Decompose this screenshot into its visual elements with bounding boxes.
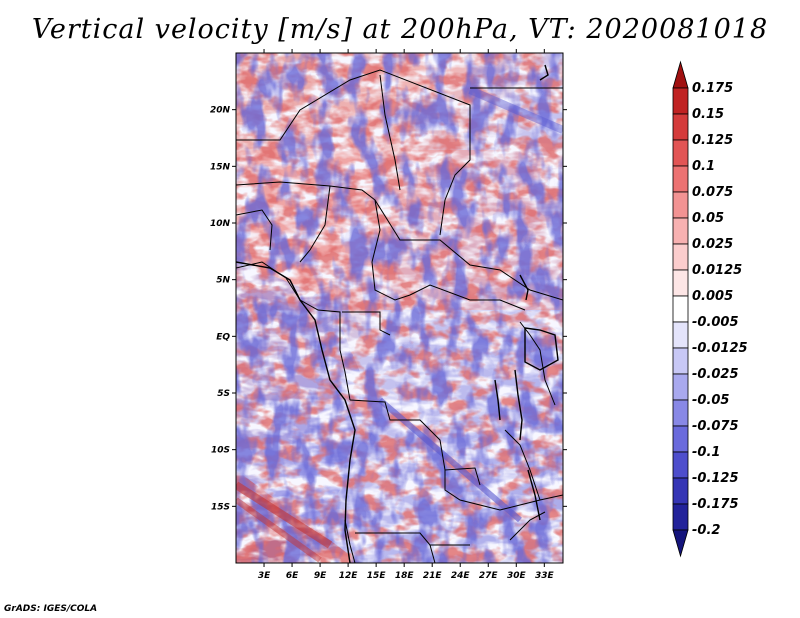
coastlines-lakes: [236, 64, 559, 563]
colorbar: 0.175 0.15 0.125 0.1 0.075 0.05 0.025 0.0125 0.0…: [672, 60, 748, 558]
colorbar-label: -0.1: [692, 445, 720, 460]
lon-label: 21E: [423, 571, 443, 581]
lat-label: 15S: [211, 502, 230, 512]
lon-label: 6E: [286, 571, 299, 581]
colorbar-label: -0.0125: [692, 341, 748, 356]
colorbar-label: -0.2: [692, 523, 720, 538]
lat-label: 5S: [217, 389, 230, 399]
lat-label: 5N: [216, 276, 230, 286]
lon-label: 18E: [395, 571, 415, 581]
map-title: Vertical velocity [m/s] at 200hPa, VT: 2…: [31, 14, 769, 45]
colorbar-swatch: [672, 529, 689, 558]
colorbar-label: -0.075: [692, 419, 739, 434]
lon-label: 15E: [367, 571, 387, 581]
colorbar-label: 0.025: [692, 237, 733, 252]
colorbar-swatch: [672, 477, 689, 505]
colorbar-swatch: [672, 217, 689, 245]
map-frame: 20N 15N 10N 5N EQ 5S 10S 15S 3E 6E 9E 12E 15E 18E 21E…: [210, 49, 567, 581]
colorbar-label: 0.1: [692, 159, 715, 174]
colorbar-label: 0.175: [692, 81, 733, 96]
colorbar-label: 0.125: [692, 133, 733, 148]
colorbar-swatch: [672, 60, 689, 89]
colorbar-label: 0.075: [692, 185, 733, 200]
colorbar-label: 0.15: [692, 107, 724, 122]
colorbar-swatch: [672, 321, 689, 349]
colorbar-label: -0.175: [692, 497, 739, 512]
colorbar-swatch: [672, 191, 689, 219]
lat-label: 10N: [210, 219, 231, 229]
lon-label: 12E: [339, 571, 359, 581]
colorbar-swatch: [672, 295, 689, 323]
colorbar-label: -0.05: [692, 393, 729, 408]
colorbar-swatch: [672, 113, 689, 141]
lon-label: 3E: [258, 571, 271, 581]
velocity-field: [236, 53, 563, 563]
colorbar-swatch: [672, 139, 689, 167]
colorbar-label: 0.005: [692, 289, 733, 304]
lat-label: EQ: [216, 332, 230, 342]
lat-label: 15N: [210, 162, 231, 172]
colorbar-swatch: [672, 503, 689, 531]
lon-label: 24E: [451, 571, 471, 581]
colorbar-label: 0.0125: [692, 263, 742, 278]
colorbar-label: -0.005: [692, 315, 739, 330]
lon-label: 30E: [507, 571, 527, 581]
colorbar-swatch: [672, 399, 689, 427]
colorbar-label: 0.05: [692, 211, 724, 226]
colorbar-label: -0.025: [692, 367, 739, 382]
colorbar-label: -0.125: [692, 471, 739, 486]
colorbar-swatch: [672, 373, 689, 401]
colorbar-swatch: [672, 165, 689, 193]
lon-label: 33E: [535, 571, 555, 581]
lon-label: 27E: [479, 571, 499, 581]
grads-credit: GrADS: IGES/COLA: [4, 604, 98, 614]
colorbar-swatch: [672, 243, 689, 271]
lon-label: 9E: [314, 571, 327, 581]
colorbar-swatch: [672, 451, 689, 479]
colorbar-swatch: [672, 269, 689, 297]
colorbar-swatch: [672, 347, 689, 375]
lat-label: 10S: [211, 446, 230, 456]
colorbar-swatch: [672, 87, 689, 115]
lat-label: 20N: [210, 106, 231, 116]
colorbar-swatch: [672, 425, 689, 453]
